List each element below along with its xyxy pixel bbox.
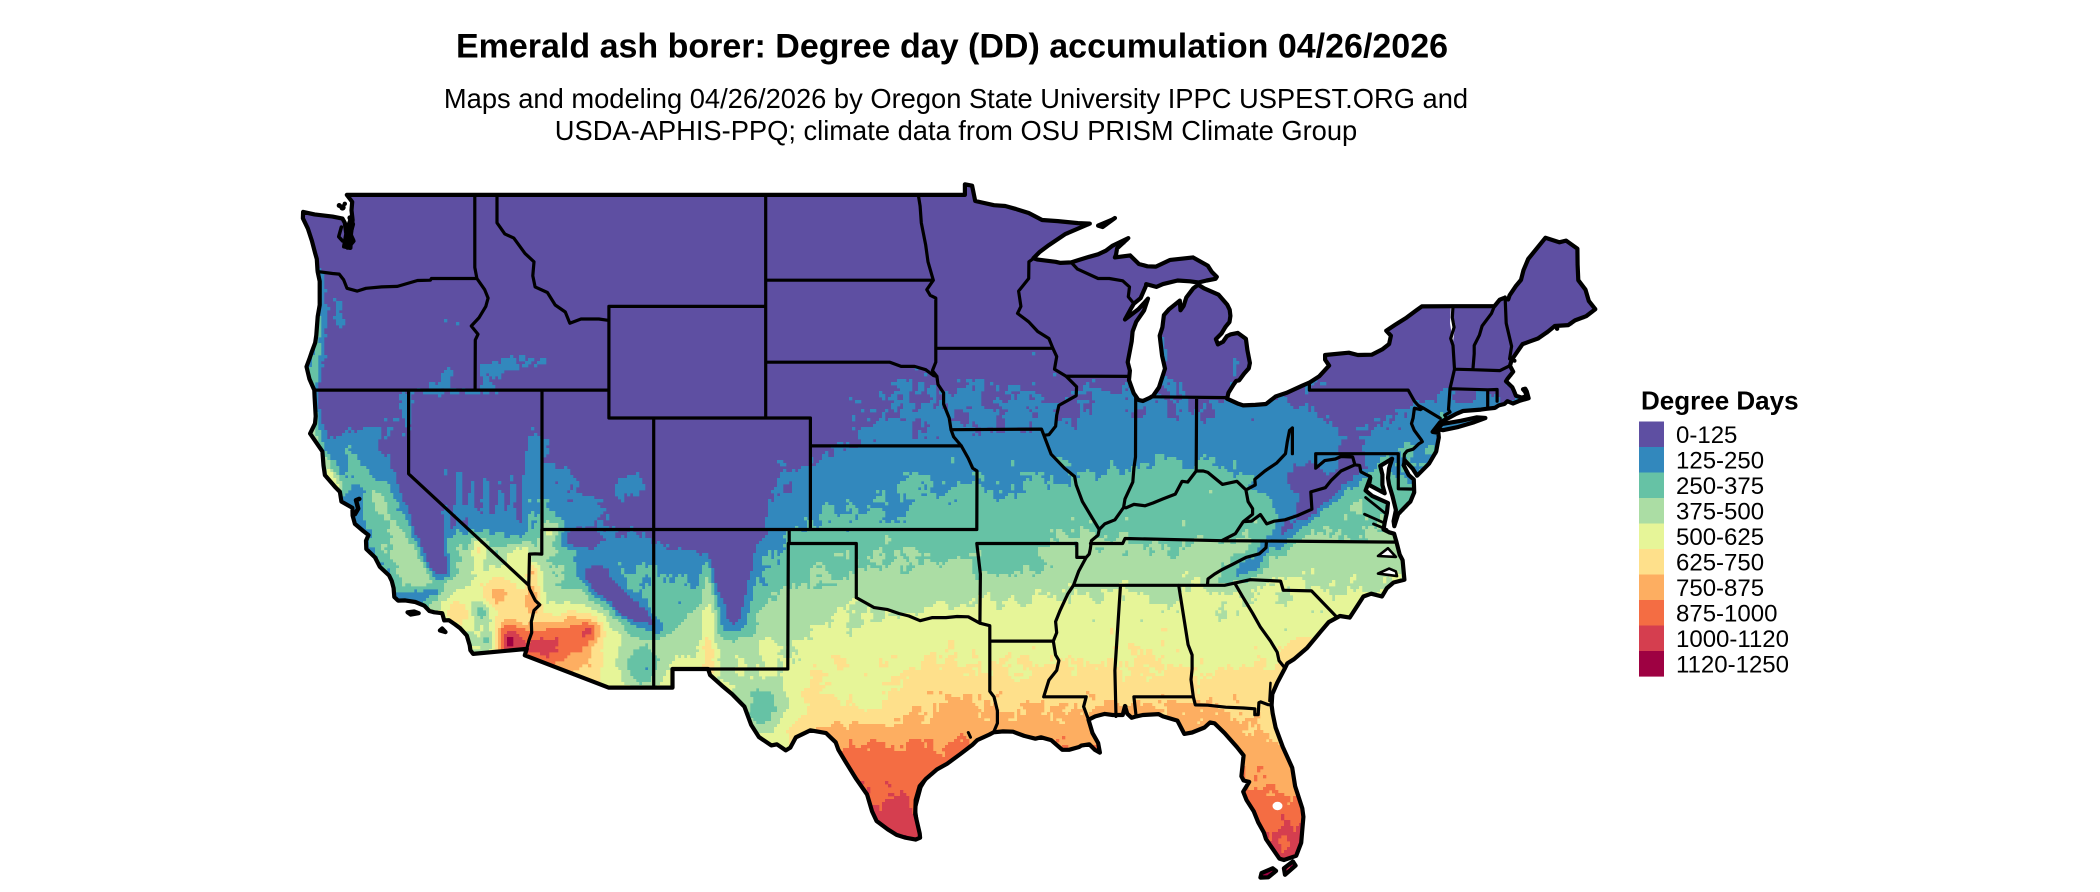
svg-text:625-750: 625-750	[1676, 549, 1764, 576]
svg-text:125-250: 125-250	[1676, 447, 1764, 474]
svg-text:250-375: 250-375	[1676, 473, 1764, 500]
svg-text:750-875: 750-875	[1676, 575, 1764, 602]
svg-text:Maps and modeling 04/26/2026 b: Maps and modeling 04/26/2026 by Oregon S…	[444, 83, 1468, 114]
svg-text:Emerald ash borer: Degree day: Emerald ash borer: Degree day (DD) accum…	[456, 28, 1448, 66]
svg-text:500-625: 500-625	[1676, 524, 1764, 551]
svg-text:0-125: 0-125	[1676, 422, 1737, 449]
svg-text:1120-1250: 1120-1250	[1676, 651, 1789, 678]
svg-text:875-1000: 875-1000	[1676, 600, 1777, 627]
svg-text:1000-1120: 1000-1120	[1676, 626, 1789, 653]
svg-text:USDA-APHIS-PPQ; climate data f: USDA-APHIS-PPQ; climate data from OSU PR…	[555, 115, 1357, 146]
svg-text:375-500: 375-500	[1676, 498, 1764, 525]
svg-text:Degree Days: Degree Days	[1641, 386, 1799, 416]
